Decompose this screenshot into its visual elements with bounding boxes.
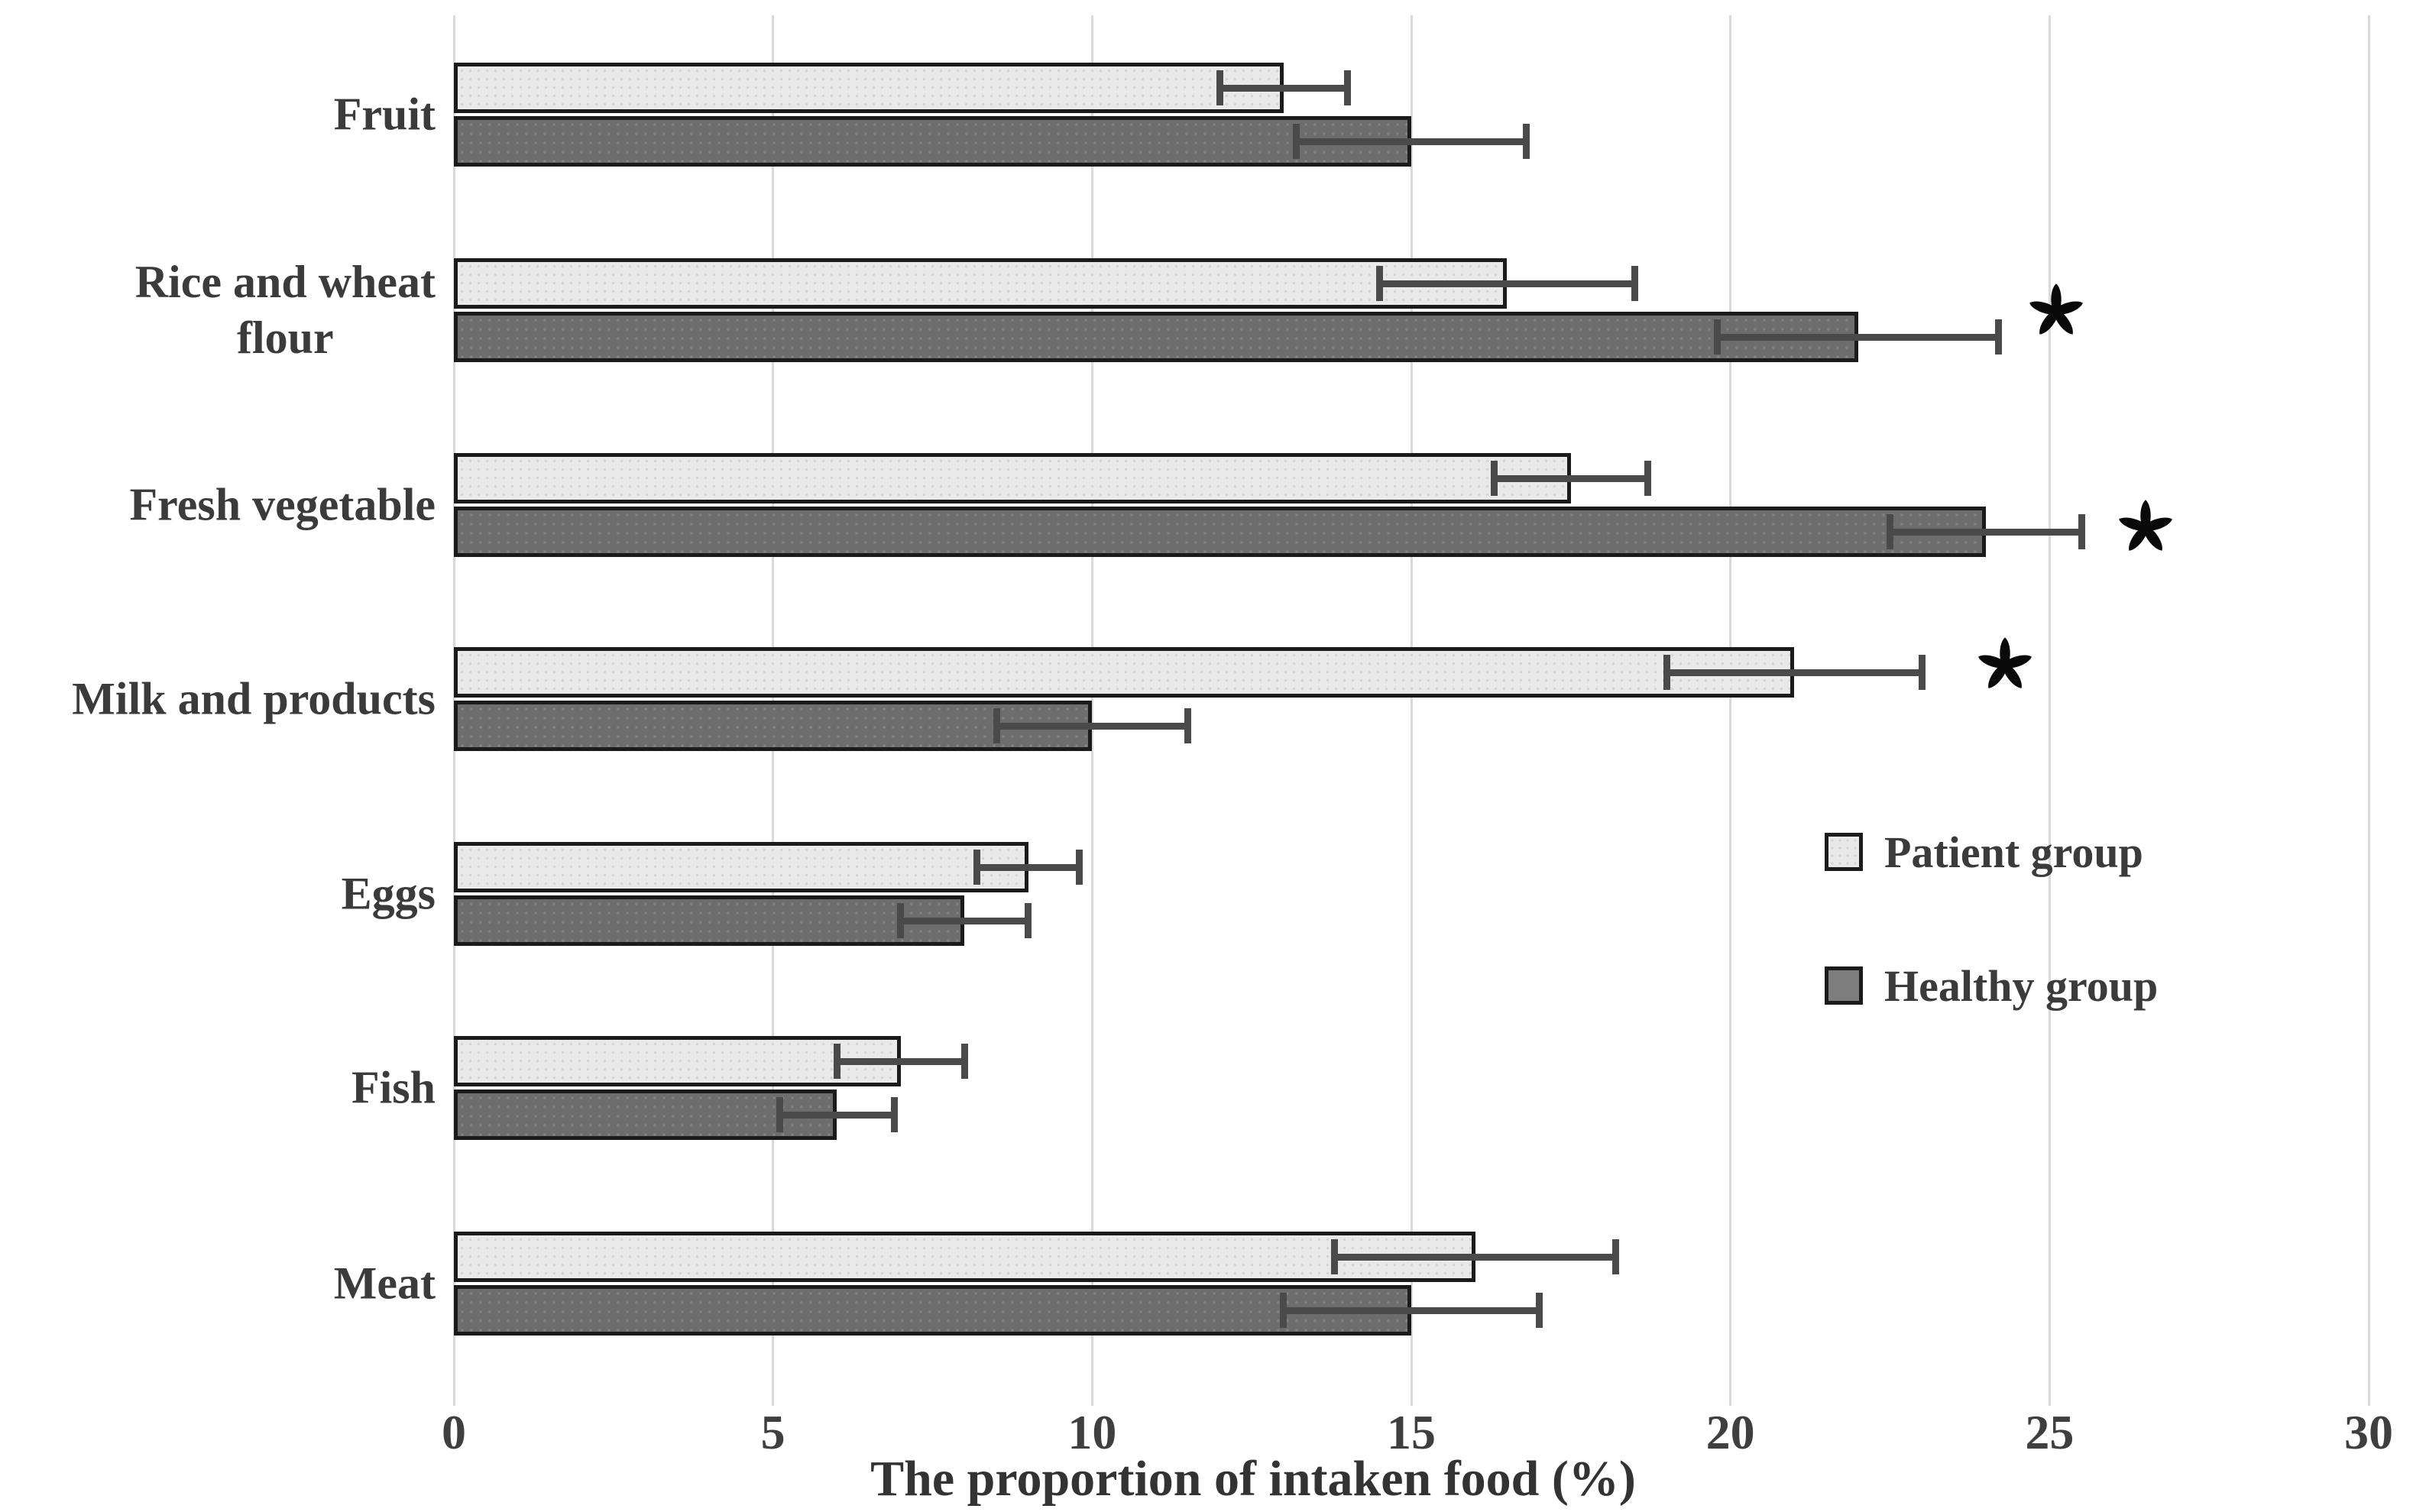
error-bar-healthy-group-fish	[779, 1111, 895, 1119]
error-bar-patient-group-meat-cap-low	[1331, 1239, 1339, 1274]
bar-patient-group-milk-and-products	[454, 647, 1794, 698]
bar-healthy-group-rice-and-wheat-flour	[454, 312, 1858, 362]
x-axis-title: The proportion of intaken food (%)	[870, 1451, 1636, 1507]
x-tick-label-15: 15	[1387, 1405, 1436, 1459]
error-bar-healthy-group-milk-and-products-cap-high	[1184, 708, 1192, 743]
x-tick-label-30: 30	[2344, 1405, 2393, 1459]
healthy-group-swatch	[1825, 966, 1863, 1005]
error-bar-patient-group-rice-and-wheat-flour	[1379, 280, 1635, 287]
error-bar-healthy-group-milk-and-products-cap-low	[993, 708, 1000, 743]
bar-healthy-group-eggs	[454, 895, 964, 946]
error-bar-healthy-group-rice-and-wheat-flour-cap-high	[1995, 319, 2002, 355]
error-bar-healthy-group-fresh-vegetable-cap-low	[1887, 514, 1893, 549]
error-bar-patient-group-fresh-vegetable-cap-low	[1491, 461, 1498, 496]
error-bar-healthy-group-fresh-vegetable	[1890, 528, 2082, 536]
error-bar-patient-group-eggs-cap-high	[1076, 850, 1083, 885]
error-bar-patient-group-fruit-cap-low	[1216, 70, 1223, 105]
bar-healthy-group-milk-and-products	[454, 701, 1092, 751]
bar-patient-group-fruit	[454, 63, 1284, 113]
legend-item-healthy-group: Healthy group	[1825, 960, 2159, 1011]
x-tick-label-20: 20	[1705, 1405, 1755, 1459]
error-bar-healthy-group-rice-and-wheat-flour	[1717, 333, 1999, 341]
category-label-meat: Meat	[333, 1258, 436, 1309]
category-label-milk-and-products: Milk and products	[72, 673, 436, 724]
bar-patient-group-meat	[454, 1232, 1475, 1282]
gridline-20	[1729, 15, 1732, 1406]
significance-asterisk-rice-and-wheat-flour	[2024, 280, 2088, 344]
error-bar-patient-group-fresh-vegetable-cap-high	[1644, 461, 1651, 496]
significance-asterisk-fresh-vegetable	[2113, 496, 2178, 560]
error-bar-patient-group-fish	[837, 1057, 965, 1065]
x-tick-label-10: 10	[1067, 1405, 1117, 1459]
error-bar-patient-group-meat-cap-high	[1611, 1239, 1619, 1274]
gridline-10	[1090, 15, 1093, 1406]
category-label-fish: Fish	[351, 1062, 436, 1113]
significance-asterisk-milk-and-products	[1973, 633, 2037, 698]
error-bar-patient-group-rice-and-wheat-flour-cap-low	[1375, 266, 1383, 301]
error-bar-patient-group-fish-cap-high	[960, 1044, 968, 1079]
category-label-eggs: Eggs	[341, 868, 436, 919]
legend-label: Patient group	[1884, 827, 2143, 877]
error-bar-healthy-group-meat	[1283, 1306, 1540, 1314]
error-bar-patient-group-meat	[1334, 1253, 1616, 1261]
error-bar-patient-group-fruit	[1219, 84, 1348, 92]
category-label-rice-and-wheat-flour: Rice and wheat flour	[134, 256, 436, 363]
error-bar-patient-group-milk-and-products-cap-low	[1663, 655, 1670, 690]
bar-healthy-group-meat	[454, 1285, 1411, 1336]
error-bar-healthy-group-fruit-cap-high	[1522, 124, 1530, 159]
error-bar-patient-group-fish-cap-low	[833, 1044, 841, 1079]
error-bar-healthy-group-rice-and-wheat-flour-cap-low	[1714, 319, 1722, 355]
error-bar-healthy-group-meat-cap-low	[1280, 1293, 1287, 1328]
bar-patient-group-eggs	[454, 842, 1028, 892]
bar-patient-group-rice-and-wheat-flour	[454, 258, 1507, 309]
x-tick-label-0: 0	[442, 1405, 466, 1459]
error-bar-healthy-group-eggs	[900, 917, 1028, 924]
x-tick-label-25: 25	[2025, 1405, 2075, 1459]
bar-healthy-group-fish	[454, 1089, 837, 1140]
error-bar-patient-group-rice-and-wheat-flour-cap-high	[1631, 266, 1638, 301]
bar-healthy-group-fruit	[454, 116, 1411, 167]
bar-patient-group-fresh-vegetable	[454, 453, 1571, 503]
error-bar-healthy-group-fish-cap-high	[890, 1097, 898, 1132]
gridline-15	[1410, 15, 1413, 1406]
patient-group-swatch	[1825, 833, 1863, 871]
error-bar-patient-group-eggs-cap-low	[973, 850, 981, 885]
legend-item-patient-group: Patient group	[1825, 827, 2143, 877]
error-bar-patient-group-milk-and-products-cap-high	[1918, 655, 1926, 690]
error-bar-healthy-group-eggs-cap-high	[1025, 903, 1032, 938]
error-bar-healthy-group-fish-cap-low	[776, 1097, 783, 1132]
error-bar-healthy-group-eggs-cap-low	[897, 903, 905, 938]
category-label-fruit: Fruit	[333, 89, 436, 140]
error-bar-healthy-group-meat-cap-high	[1535, 1293, 1543, 1328]
gridline-30	[2367, 15, 2370, 1406]
error-bar-healthy-group-fresh-vegetable-cap-high	[2078, 514, 2085, 549]
category-label-fresh-vegetable: Fresh vegetable	[129, 479, 436, 530]
error-bar-patient-group-fresh-vegetable	[1494, 474, 1648, 482]
legend-label: Healthy group	[1884, 960, 2159, 1011]
error-bar-patient-group-milk-and-products	[1666, 669, 1922, 676]
error-bar-healthy-group-fruit	[1296, 138, 1527, 145]
error-bar-patient-group-fruit-cap-high	[1343, 70, 1351, 105]
error-bar-healthy-group-fruit-cap-low	[1293, 124, 1300, 159]
error-bar-patient-group-eggs	[977, 863, 1080, 871]
error-bar-healthy-group-milk-and-products	[996, 722, 1188, 730]
x-tick-label-5: 5	[760, 1405, 785, 1459]
bar-patient-group-fish	[454, 1036, 901, 1086]
bar-healthy-group-fresh-vegetable	[454, 507, 1986, 557]
gridline-25	[2048, 15, 2051, 1406]
